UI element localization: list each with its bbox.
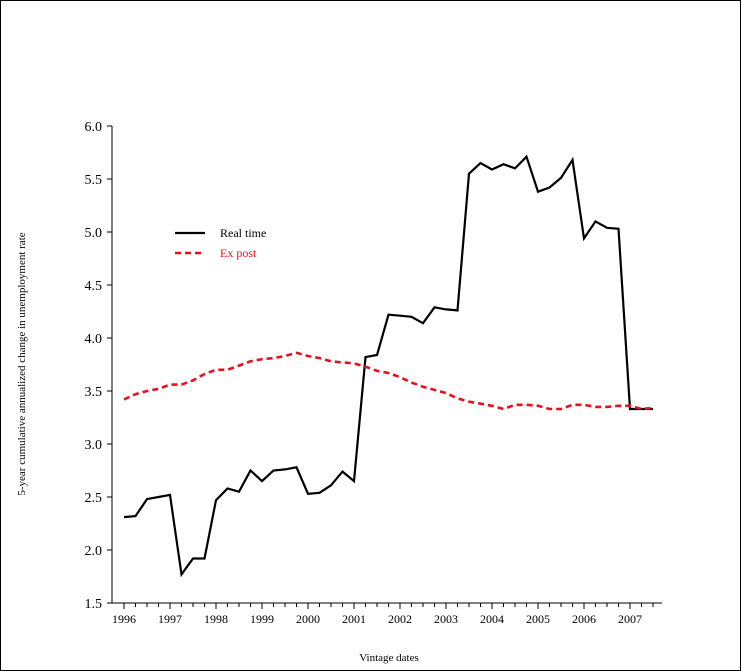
x-tick-label: 2005 xyxy=(526,612,550,626)
y-tick-label: 1.5 xyxy=(85,597,103,612)
x-tick-label: 2004 xyxy=(480,612,504,626)
legend-label-ex-post: Ex post xyxy=(220,246,257,260)
x-tick-label: 2006 xyxy=(572,612,596,626)
x-axis-ticks: 1996 1997 1998 1999 2000 2001 2002 2003 2004 2005… xyxy=(112,603,654,626)
series-line-real-time xyxy=(123,154,653,578)
legend: Real time Ex post xyxy=(175,226,266,260)
legend-label-real-time: Real time xyxy=(220,226,266,240)
y-axis-title: 5-year cumulative annualized change in u… xyxy=(16,232,28,495)
x-tick-label: 2000 xyxy=(296,612,320,626)
series-line-ex-post xyxy=(123,351,654,411)
x-tick-label: 2002 xyxy=(388,612,412,626)
series-layer xyxy=(123,154,654,578)
y-axis-ticks: 1.5 2.0 2.5 3.0 3.5 4.0 4.5 5.0 5.5 6.0 xyxy=(85,120,112,612)
x-tick-label: 1996 xyxy=(112,612,136,626)
y-tick-label: 3.0 xyxy=(85,438,103,453)
y-tick-label: 2.0 xyxy=(85,544,103,559)
x-tick-label: 2003 xyxy=(434,612,458,626)
y-tick-label: 5.0 xyxy=(85,226,103,241)
x-tick-label: 2007 xyxy=(618,612,642,626)
y-tick-label: 3.5 xyxy=(85,385,103,400)
y-tick-label: 6.0 xyxy=(85,120,103,135)
x-axis-title: Vintage dates xyxy=(359,652,419,664)
x-tick-label: 1998 xyxy=(204,612,228,626)
x-tick-label: 2001 xyxy=(342,612,366,626)
y-tick-label: 4.0 xyxy=(85,332,103,347)
y-tick-label: 5.5 xyxy=(85,173,103,188)
x-tick-label: 1999 xyxy=(250,612,274,626)
y-tick-label: 4.5 xyxy=(85,279,103,294)
x-tick-label: 1997 xyxy=(158,612,182,626)
y-tick-label: 2.5 xyxy=(85,491,103,506)
